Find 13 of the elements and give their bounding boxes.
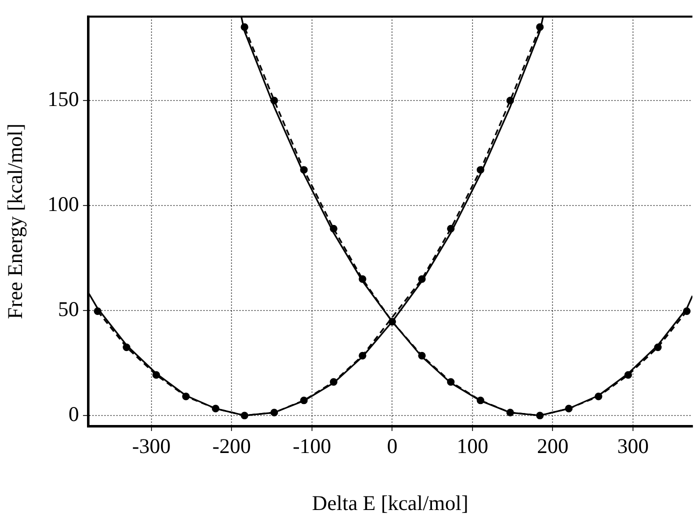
y-tick-label: 150 (48, 87, 79, 112)
x-tick-label: 300 (617, 434, 649, 458)
x-tick-label: 0 (386, 434, 398, 458)
y-tick-label: 50 (58, 297, 79, 322)
y-axis-title: Free Energy [kcal/mol] (3, 124, 28, 320)
y-tick-label: 0 (68, 402, 79, 426)
x-tick-label: -100 (292, 434, 332, 458)
x-tick-label: 200 (536, 434, 568, 458)
x-axis-title: Delta E [kcal/mol] (312, 490, 468, 515)
x-tick-label: -200 (212, 434, 251, 458)
x-tick-label: 100 (456, 434, 488, 458)
y-tick-label: 100 (48, 192, 79, 216)
x-tick-label: -300 (132, 434, 171, 458)
